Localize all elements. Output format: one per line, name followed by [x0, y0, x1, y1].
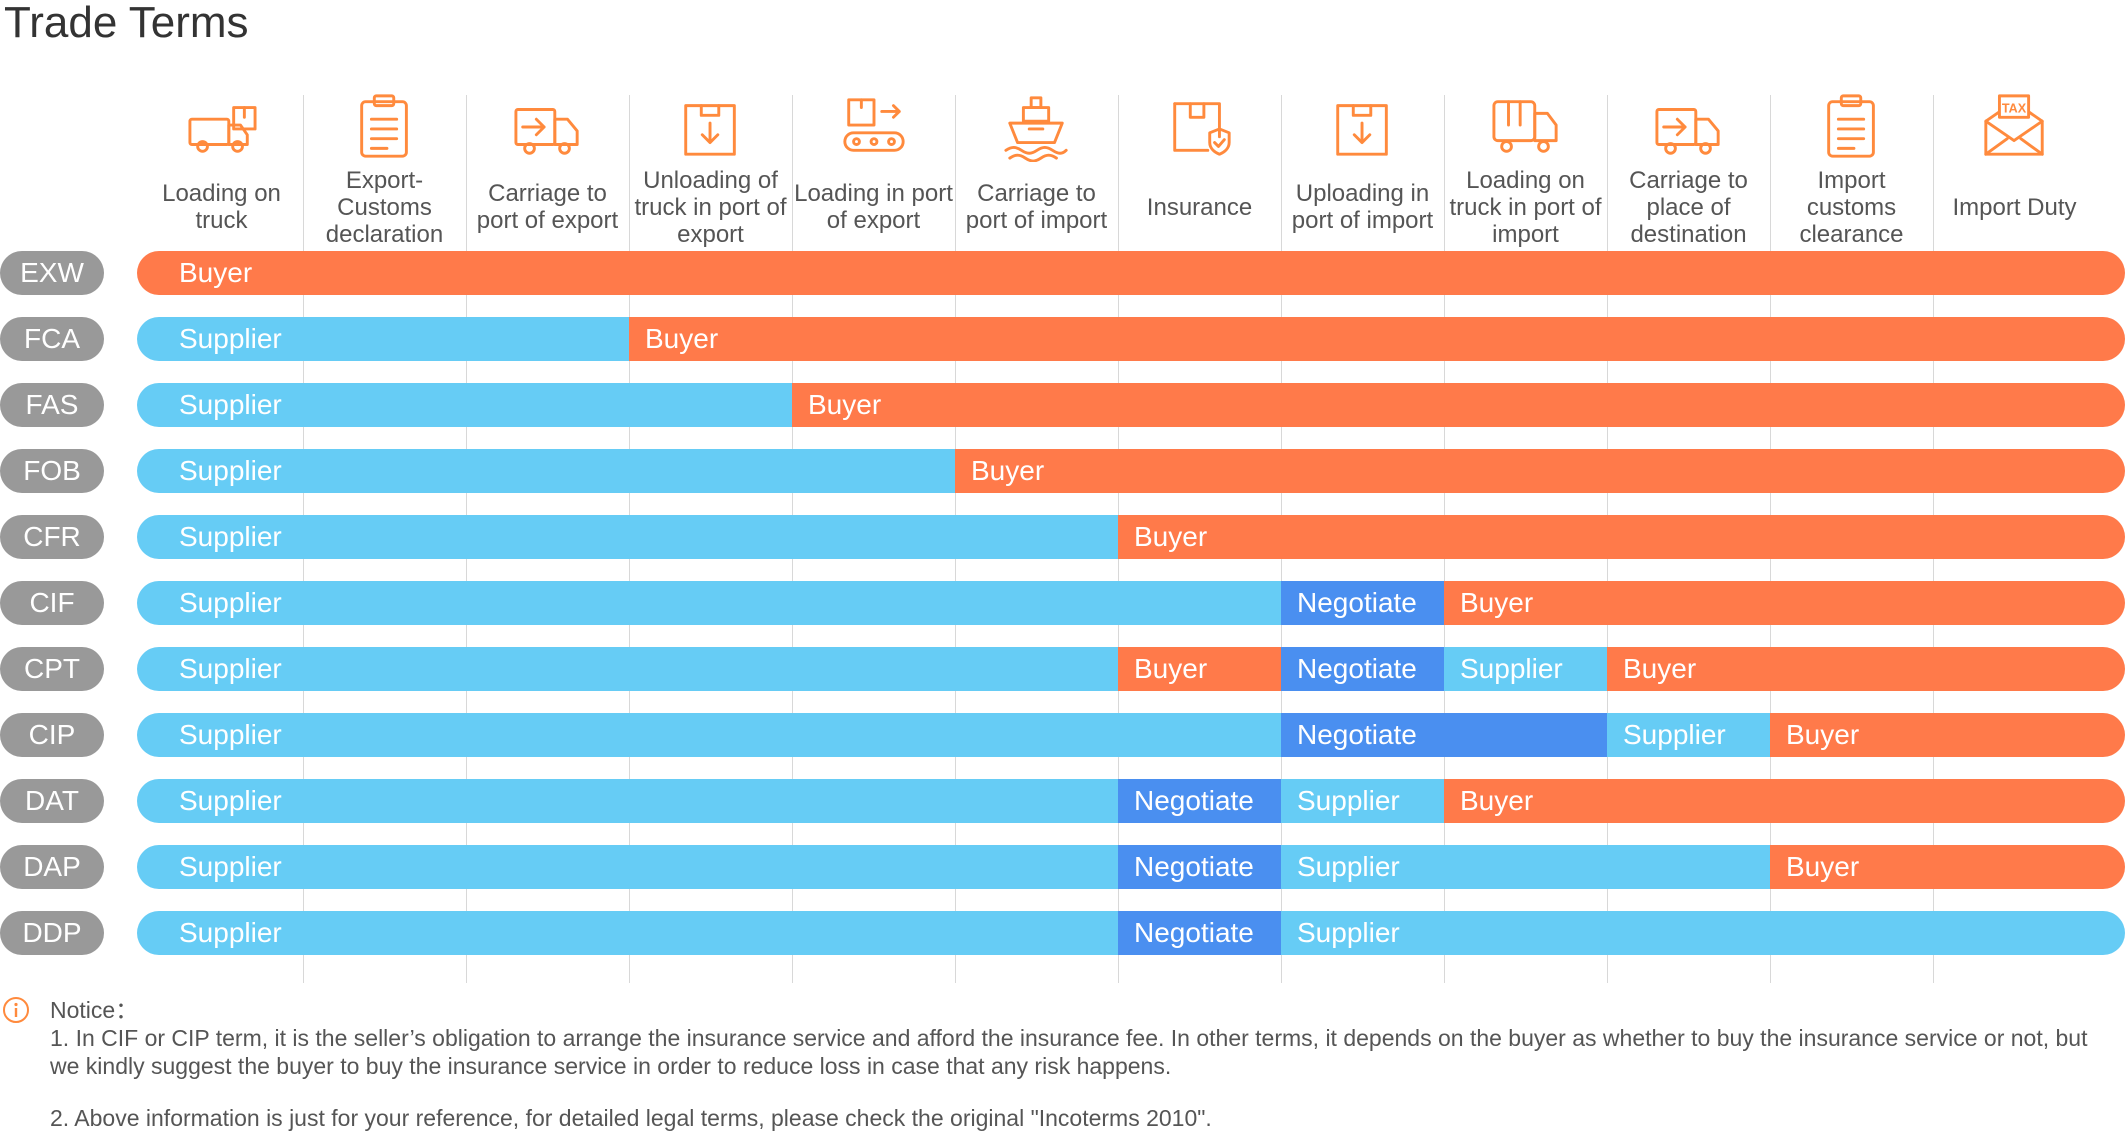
- segment-supplier: Supplier: [1281, 845, 1770, 889]
- term-label-cif: CIF: [0, 581, 104, 625]
- column-header: Unloading of truck in port of export: [629, 88, 792, 248]
- column-header: Export-Customs declaration: [303, 88, 466, 248]
- column-header: TAX Import Duty: [1933, 88, 2096, 248]
- column-label: Import Duty: [1952, 193, 2077, 221]
- unloading-box-icon: [1326, 92, 1400, 162]
- segment-buyer: Buyer: [1444, 779, 2125, 823]
- clipboard-icon: [1815, 92, 1889, 162]
- insured-box-icon: [1163, 92, 1237, 162]
- column-label: Unloading of truck in port of export: [634, 166, 787, 248]
- term-label-exw: EXW: [0, 251, 104, 295]
- loading-truck-icon: [185, 92, 259, 162]
- term-bar-dap: Supplier Negotiate Supplier Buyer: [137, 845, 2125, 889]
- segment-buyer: Buyer: [792, 383, 2125, 427]
- column-header: Loading on truck: [140, 88, 303, 248]
- truck-icon: [1489, 92, 1563, 162]
- delivery-truck-icon: [511, 92, 585, 162]
- segment-supplier: Supplier: [1607, 713, 1770, 757]
- column-header: Loading on truck in port of import: [1444, 88, 1607, 248]
- column-label: Export-Customs declaration: [325, 166, 444, 248]
- column-header: Loading in port of export: [792, 88, 955, 248]
- conveyor-icon: [837, 92, 911, 162]
- term-bar-dat: Supplier Negotiate Supplier Buyer: [137, 779, 2125, 823]
- column-label: Carriage to port of export: [476, 180, 619, 234]
- column-label: Uploading in port of import: [1291, 180, 1434, 234]
- term-label-cfr: CFR: [0, 515, 104, 559]
- segment-buyer: Buyer: [1607, 647, 2125, 691]
- term-bar-fas: Supplier Buyer: [137, 383, 2125, 427]
- info-icon: [3, 997, 29, 1023]
- segment-supplier: Supplier: [137, 779, 1118, 823]
- segment-supplier: Supplier: [1444, 647, 1607, 691]
- term-label-fca: FCA: [0, 317, 104, 361]
- segment-negotiate: Negotiate: [1118, 779, 1281, 823]
- svg-text:TAX: TAX: [2001, 101, 2026, 115]
- segment-buyer: Buyer: [955, 449, 2125, 493]
- delivery-truck-icon: [1652, 92, 1726, 162]
- segment-supplier: Supplier: [137, 713, 1281, 757]
- segment-supplier: Supplier: [137, 647, 1118, 691]
- column-label: Carriage to place of destination: [1629, 166, 1748, 248]
- segment-negotiate: Negotiate: [1281, 647, 1444, 691]
- page-title: Trade Terms: [4, 0, 249, 47]
- notice-item-2: 2. Above information is just for your re…: [50, 1105, 1212, 1131]
- segment-supplier: Supplier: [137, 911, 1118, 955]
- segment-buyer: Buyer: [1770, 713, 2125, 757]
- segment-negotiate: Negotiate: [1281, 713, 1607, 757]
- segment-supplier: Supplier: [1281, 911, 2125, 955]
- term-label-dap: DAP: [0, 845, 104, 889]
- segment-supplier: Supplier: [137, 581, 1281, 625]
- column-label: Loading in port of export: [794, 180, 953, 234]
- unloading-box-icon: [674, 92, 748, 162]
- column-label: Insurance: [1146, 193, 1253, 221]
- segment-supplier: Supplier: [137, 383, 792, 427]
- term-bar-fca: Supplier Buyer: [137, 317, 2125, 361]
- term-bar-ddp: Supplier Negotiate Supplier: [137, 911, 2125, 955]
- column-header: Carriage to port of import: [955, 88, 1118, 248]
- term-bar-cpt: Supplier Buyer Negotiate Supplier Buyer: [137, 647, 2125, 691]
- column-label: Loading on truck: [162, 180, 281, 234]
- term-label-fas: FAS: [0, 383, 104, 427]
- term-bar-cfr: Supplier Buyer: [137, 515, 2125, 559]
- term-bar-exw: Buyer: [137, 251, 2125, 295]
- segment-buyer: Buyer: [1118, 647, 1281, 691]
- segment-negotiate: Negotiate: [1281, 581, 1444, 625]
- notice-title: Notice：: [50, 997, 139, 1023]
- column-header: Carriage to place of destination: [1607, 88, 1770, 248]
- segment-supplier: Supplier: [1281, 779, 1444, 823]
- segment-buyer: Buyer: [1770, 845, 2125, 889]
- segment-buyer: Buyer: [629, 317, 2125, 361]
- term-bar-cip: Supplier Negotiate Supplier Buyer: [137, 713, 2125, 757]
- segment-supplier: Supplier: [137, 449, 955, 493]
- clipboard-icon: [348, 92, 422, 162]
- column-header: Insurance: [1118, 88, 1281, 248]
- column-header: Uploading in port of import: [1281, 88, 1444, 248]
- segment-supplier: Supplier: [137, 515, 1118, 559]
- notice-item-1: 1. In CIF or CIP term, it is the seller’…: [50, 1025, 2088, 1079]
- column-label: Carriage to port of import: [965, 180, 1108, 234]
- tax-envelope-icon: TAX: [1978, 92, 2052, 162]
- term-bar-cif: Supplier Negotiate Buyer: [137, 581, 2125, 625]
- segment-negotiate: Negotiate: [1118, 845, 1281, 889]
- term-label-fob: FOB: [0, 449, 104, 493]
- column-label: Import customs clearance: [1799, 166, 1904, 248]
- term-bar-fob: Supplier Buyer: [137, 449, 2125, 493]
- segment-buyer: Buyer: [1118, 515, 2125, 559]
- term-label-dat: DAT: [0, 779, 104, 823]
- segment-buyer: Buyer: [137, 251, 2125, 295]
- column-label: Loading on truck in port of import: [1449, 166, 1602, 248]
- column-header: Carriage to port of export: [466, 88, 629, 248]
- segment-negotiate: Negotiate: [1118, 911, 1281, 955]
- ship-icon: [1000, 92, 1074, 163]
- segment-supplier: Supplier: [137, 845, 1118, 889]
- segment-supplier: Supplier: [137, 317, 629, 361]
- term-label-cip: CIP: [0, 713, 104, 757]
- column-header: Import customs clearance: [1770, 88, 1933, 248]
- term-label-ddp: DDP: [0, 911, 104, 955]
- term-label-cpt: CPT: [0, 647, 104, 691]
- segment-buyer: Buyer: [1444, 581, 2125, 625]
